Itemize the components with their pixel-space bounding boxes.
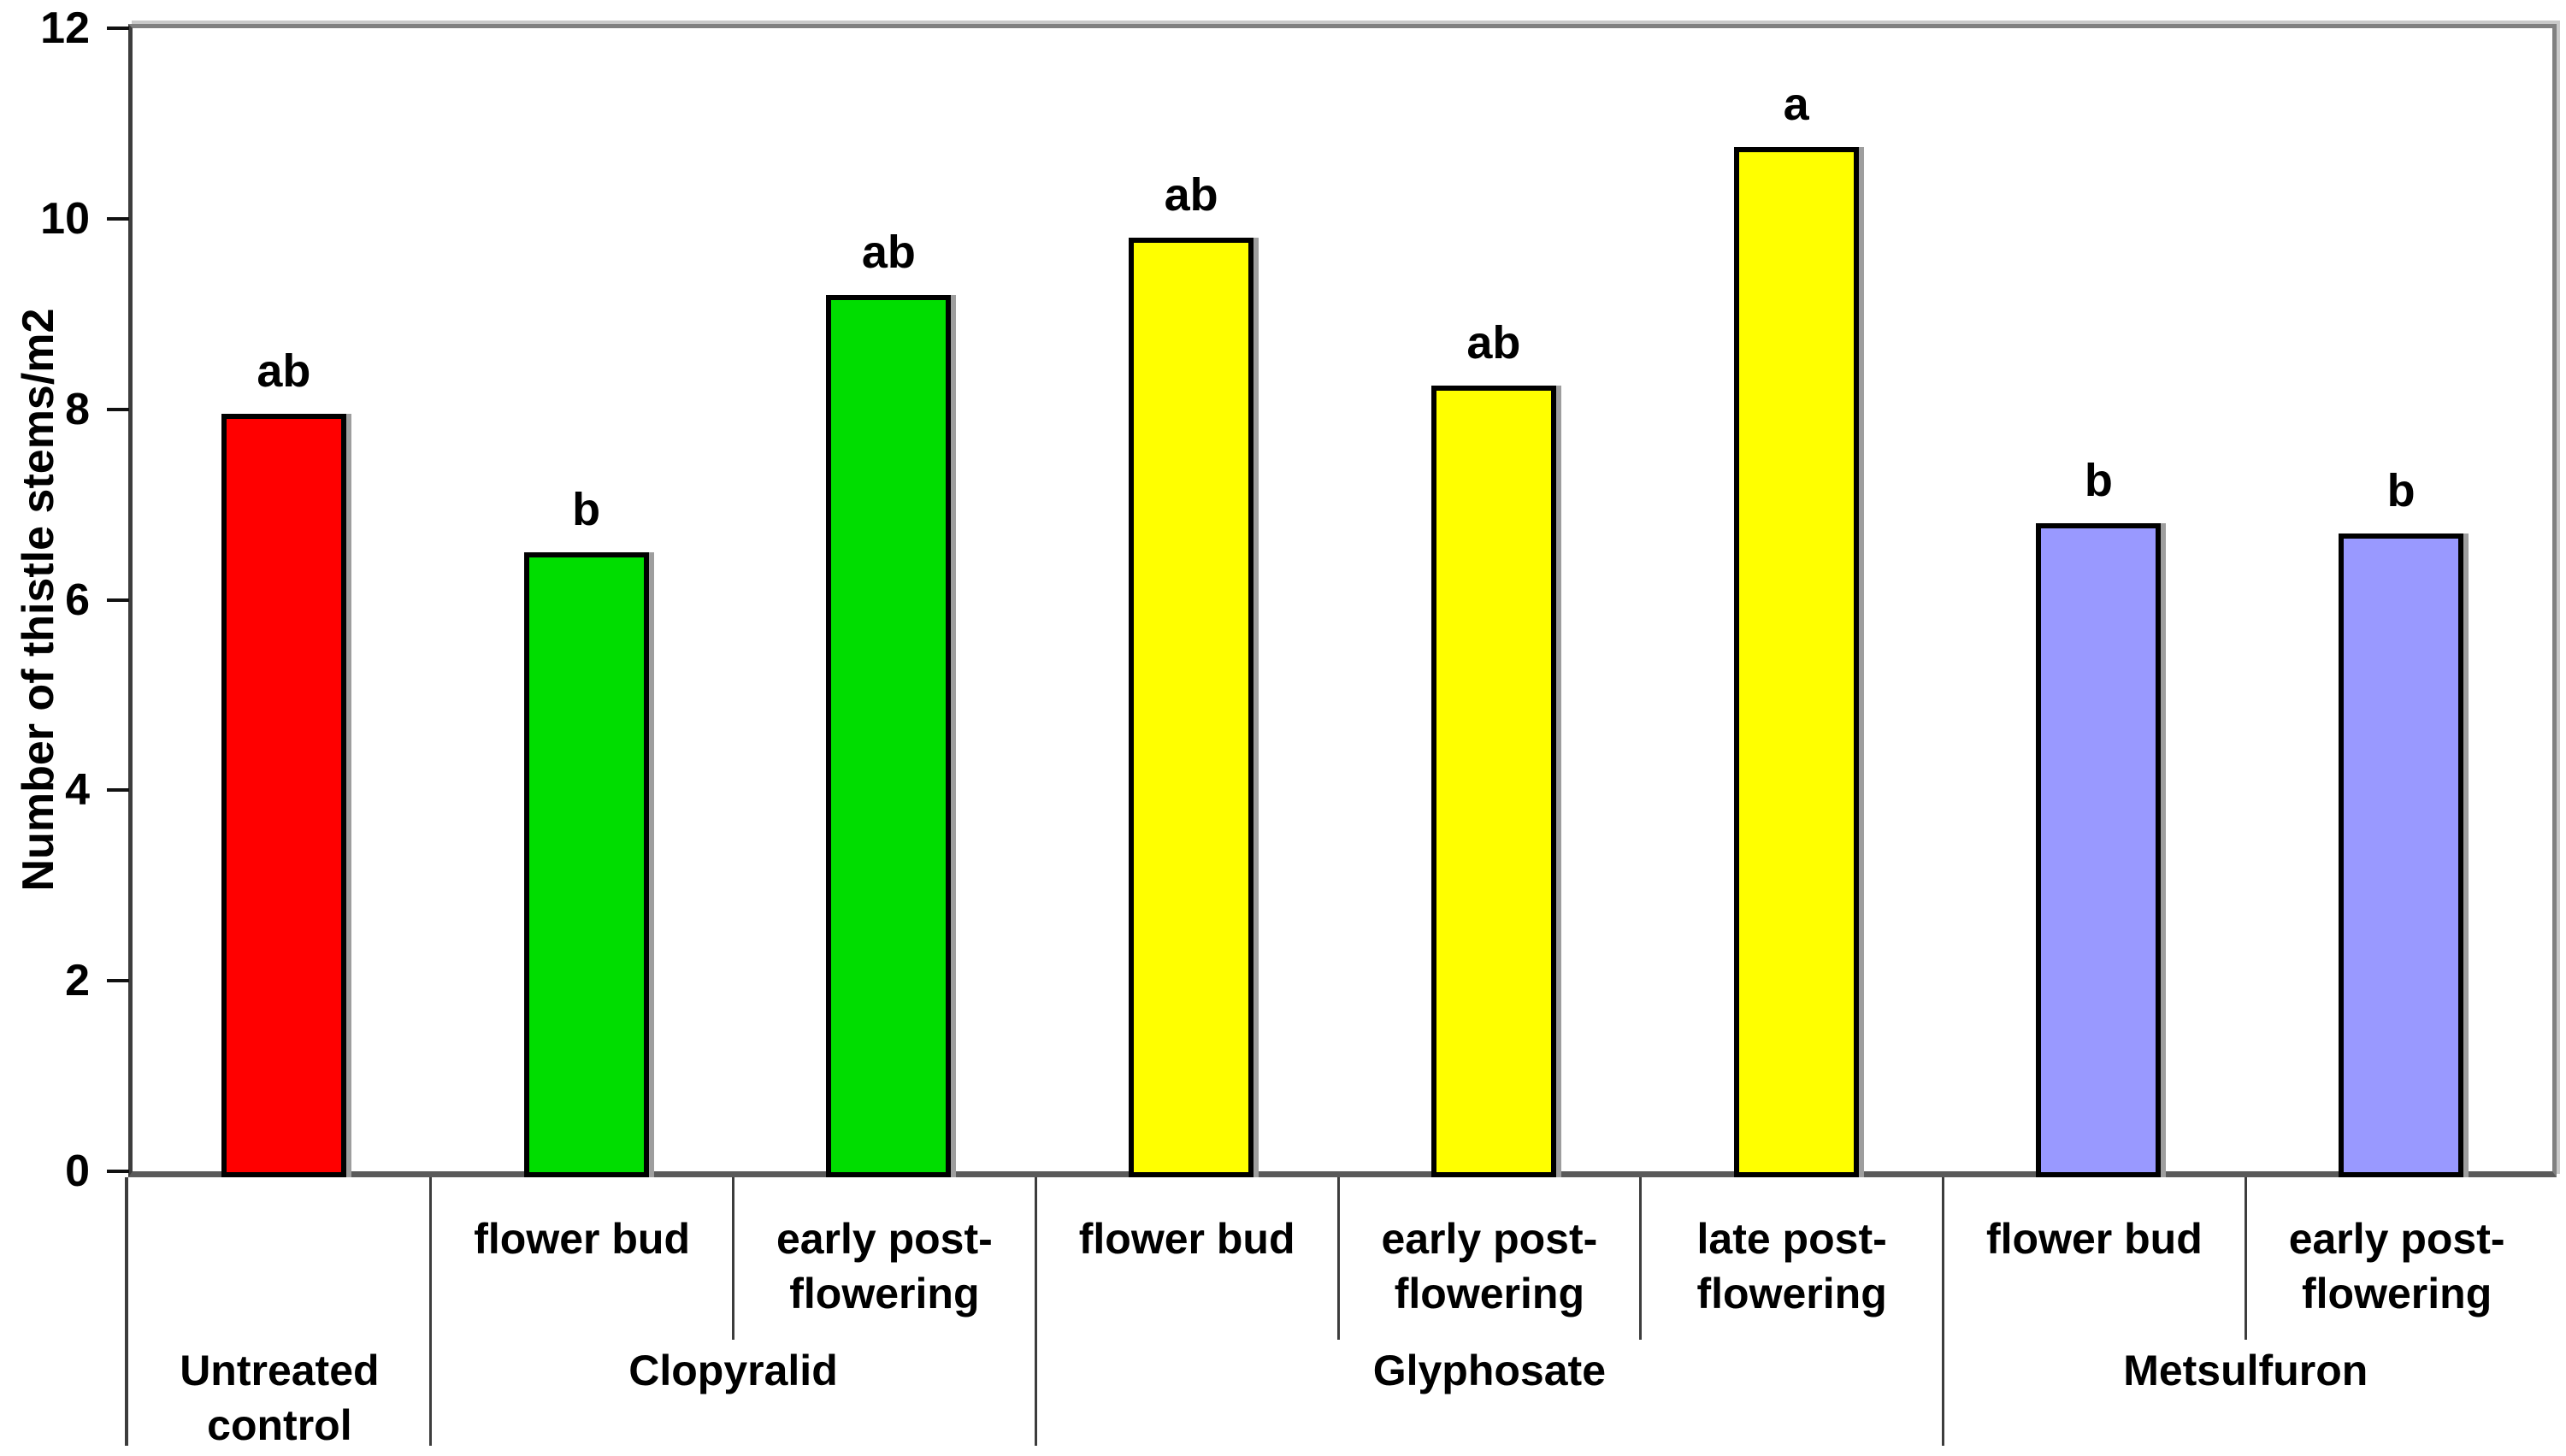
stage-label-line: early post- <box>2288 1215 2505 1263</box>
x-axis-label-area: Untreated control Clopyralid flower bud earl… <box>125 1177 2549 1456</box>
group-separator <box>429 1177 433 1446</box>
group-label-line: control <box>207 1401 352 1449</box>
significance-letter-metsulfuron-flower-bud: b <box>2084 455 2113 507</box>
group-label-line: Untreated <box>180 1347 380 1394</box>
y-tick-12 <box>107 27 129 30</box>
stage-label-line: flower bud <box>474 1215 690 1263</box>
significance-letter-clopyralid-early-post-flowering: ab <box>861 226 916 278</box>
group-label-untreated-control: Untreated control <box>128 1343 431 1453</box>
y-tick-4 <box>107 788 129 793</box>
group-label-line: Metsulfuron <box>2123 1347 2368 1394</box>
significance-letter-glyphosate-early-post-flowering: ab <box>1466 316 1521 368</box>
group-label-metsulfuron: Metsulfuron <box>1944 1343 2549 1398</box>
y-tick-2 <box>107 979 129 983</box>
stage-label-line: flowering <box>1394 1270 1584 1317</box>
y-tick-label-0: 0 <box>65 1147 90 1196</box>
bar-metsulfuron-flower-bud <box>2036 523 2162 1177</box>
stage-label-line: flower bud <box>1985 1215 2203 1263</box>
stage-separator <box>1639 1177 1643 1340</box>
bar-clopyralid-flower-bud <box>523 551 649 1177</box>
bar-untreated-control <box>221 414 346 1177</box>
significance-letter-glyphosate-late-post-flowering: a <box>1783 79 1809 131</box>
significance-letter-clopyralid-flower-bud: b <box>572 483 601 535</box>
stage-label-line: flowering <box>789 1270 980 1317</box>
bar-metsulfuron-early-post-flowering <box>2339 533 2464 1177</box>
y-tick-8 <box>107 407 129 411</box>
y-tick-label-12: 12 <box>40 3 90 53</box>
stage-label-glyphosate-early-post-flowering: early post-flowering <box>1338 1211 1641 1321</box>
group-label-glyphosate: Glyphosate <box>1035 1343 1943 1398</box>
stage-separator <box>732 1177 734 1340</box>
stage-separator <box>1336 1177 1340 1340</box>
stage-label-line: flower bud <box>1078 1215 1295 1263</box>
bar-clopyralid-early-post-flowering <box>826 294 952 1177</box>
bar-glyphosate-early-post-flowering <box>1430 385 1556 1177</box>
stage-label-line: flowering <box>1696 1270 1887 1317</box>
stage-label-clopyralid-flower-bud: flower bud <box>431 1211 734 1266</box>
stage-label-metsulfuron-early-post-flowering: early post-flowering <box>2245 1211 2548 1321</box>
group-label-clopyralid: Clopyralid <box>431 1343 1036 1398</box>
stage-label-glyphosate-late-post-flowering: late post-flowering <box>1641 1211 1944 1321</box>
group-separator <box>1034 1177 1037 1446</box>
y-tick-label-10: 10 <box>40 193 90 244</box>
stage-label-line: flowering <box>2302 1270 2492 1317</box>
significance-letter-glyphosate-flower-bud: ab <box>1164 169 1218 221</box>
group-label-line: Glyphosate <box>1372 1347 1607 1394</box>
significance-letter-metsulfuron-early-post-flowering: b <box>2386 464 2416 516</box>
group-label-line: Clopyralid <box>628 1347 838 1394</box>
plot-area: Number of thistle stems/m2 0 2 4 6 8 10 12 ab b a… <box>14 6 2557 1194</box>
bar-glyphosate-late-post-flowering <box>1733 147 1859 1177</box>
y-tick-6 <box>107 598 129 602</box>
bar-glyphosate-flower-bud <box>1129 238 1254 1177</box>
axis-bottom-line <box>125 1177 128 1446</box>
y-tick-0 <box>107 1170 129 1173</box>
y-tick-label-6: 6 <box>65 575 90 625</box>
stage-label-line: early post- <box>1381 1215 1598 1263</box>
y-tick-label-4: 4 <box>65 765 90 816</box>
group-separator <box>1942 1177 1944 1446</box>
stage-label-line: late post- <box>1696 1215 1887 1263</box>
stage-label-glyphosate-flower-bud: flower bud <box>1035 1211 1338 1266</box>
stage-label-line: early post- <box>776 1215 993 1263</box>
stage-separator <box>2244 1177 2247 1340</box>
stage-label-metsulfuron-flower-bud: flower bud <box>1944 1211 2246 1266</box>
stage-label-clopyralid-early-post-flowering: early post-flowering <box>734 1211 1036 1321</box>
y-tick-label-8: 8 <box>65 384 90 434</box>
y-tick-10 <box>107 216 129 221</box>
y-tick-label-2: 2 <box>65 956 90 1006</box>
significance-letter-untreated-control: ab <box>257 345 311 398</box>
